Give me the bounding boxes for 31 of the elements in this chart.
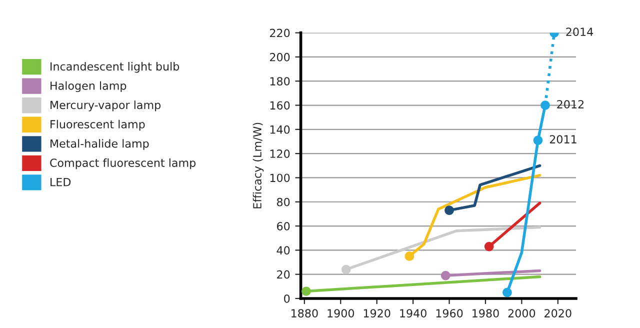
y-tick-label: 120 (270, 150, 290, 158)
y-axis-title: Efficacy (Lm/W) (252, 122, 264, 208)
y-tick-label: 100 (270, 174, 290, 182)
annotation: 2011 (550, 135, 576, 144)
x-tick-label: 1920 (364, 309, 390, 318)
x-tick-label: 1880 (292, 309, 318, 318)
legend-label: LED (50, 178, 71, 186)
x-tick-label: 1940 (400, 309, 426, 318)
legend-label: Incandescent light bulb (50, 62, 180, 73)
x-tick-label: 1960 (436, 309, 463, 318)
y-tick-label: 140 (270, 125, 290, 134)
y-tick-label: 40 (276, 246, 290, 255)
annotation: 2014 (566, 28, 594, 36)
y-tick-label: 160 (270, 101, 290, 110)
x-tick-label: 1980 (472, 309, 499, 318)
y-tick-label: 180 (270, 77, 290, 86)
x-tick-label: 2020 (544, 309, 572, 318)
x-tick-label: 1900 (328, 309, 354, 318)
legend-label: Halogen lamp (50, 81, 126, 92)
y-tick-label: 20 (277, 270, 290, 279)
x-tick-label: 2000 (508, 309, 536, 318)
legend-label: Mercury-vapor lamp (50, 100, 161, 112)
y-tick-label: 60 (277, 222, 290, 230)
legend-label: Compact fluorescent lamp (50, 158, 196, 170)
annotation: 2012 (557, 100, 584, 108)
legend-label: Metal-halide lamp (50, 139, 149, 150)
legend-label: Fluorescent lamp (50, 120, 145, 131)
y-tick-label: 220 (270, 28, 290, 38)
y-tick-label: 0 (284, 294, 290, 303)
y-tick-label: 80 (277, 198, 290, 206)
y-tick-label: 200 (270, 52, 290, 62)
